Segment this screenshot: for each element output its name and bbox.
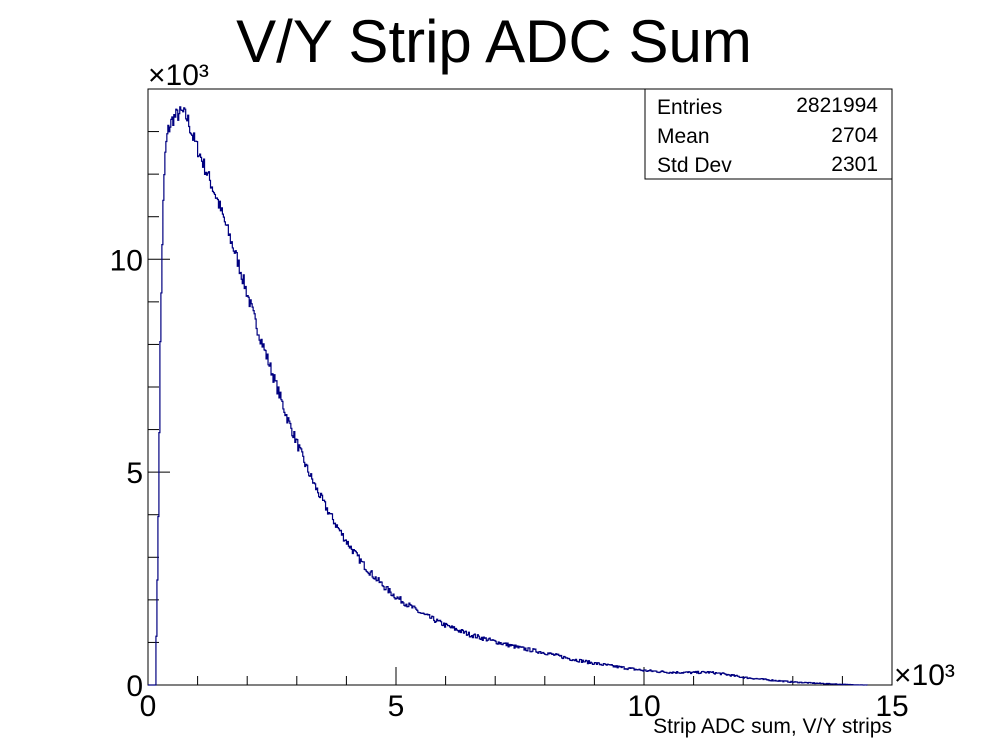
x-axis-ticks bbox=[147, 667, 893, 685]
x-tick-label: 0 bbox=[140, 690, 157, 723]
y-axis-tick-labels: 0 5 10 bbox=[110, 244, 143, 703]
y-tick-label: 0 bbox=[126, 670, 143, 703]
x-axis-title: Strip ADC sum, V/Y strips bbox=[653, 715, 892, 738]
histogram-series-line bbox=[148, 106, 868, 686]
x-tick-label: 5 bbox=[388, 690, 405, 723]
y-tick-label: 10 bbox=[110, 244, 143, 277]
stats-box: Entries 2821994 Mean 2704 Std Dev 2301 bbox=[644, 88, 893, 180]
y-axis-multiplier: ×10³ bbox=[148, 59, 209, 92]
stats-entries-label: Entries bbox=[657, 96, 722, 119]
stats-std-label: Std Dev bbox=[657, 154, 732, 177]
stats-mean-value: 2704 bbox=[831, 124, 878, 147]
x-tick-label: 15 bbox=[875, 690, 908, 723]
x-axis-tick-labels: 0 5 10 15 bbox=[140, 690, 909, 723]
stats-std-value: 2301 bbox=[831, 153, 878, 176]
y-tick-label: 5 bbox=[126, 457, 143, 490]
x-tick-label: 10 bbox=[627, 690, 660, 723]
stats-mean-label: Mean bbox=[657, 125, 710, 148]
y-axis-ticks bbox=[148, 88, 170, 686]
stats-entries-value: 2821994 bbox=[796, 94, 878, 117]
x-axis-multiplier: ×10³ bbox=[894, 659, 955, 692]
chart-title: V/Y Strip ADC Sum bbox=[236, 8, 752, 75]
